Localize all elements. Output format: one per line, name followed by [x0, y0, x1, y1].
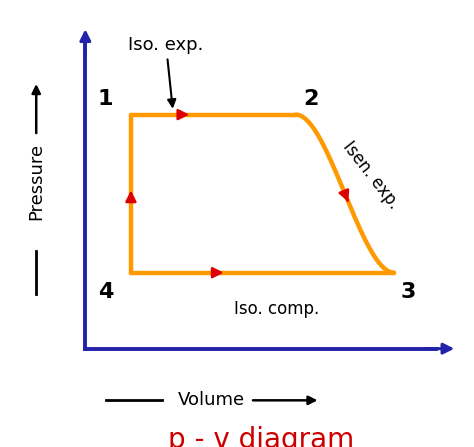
Text: Isen. exp.: Isen. exp.: [339, 138, 403, 213]
Text: 2: 2: [303, 89, 318, 109]
Text: Volume: Volume: [178, 391, 245, 409]
Text: 1: 1: [98, 89, 113, 109]
Text: 4: 4: [98, 282, 113, 302]
Text: Iso. comp.: Iso. comp.: [234, 300, 319, 318]
Text: p - v diagram: p - v diagram: [168, 426, 354, 447]
Text: 3: 3: [401, 282, 416, 302]
Text: Iso. exp.: Iso. exp.: [128, 36, 204, 106]
Text: Pressure: Pressure: [27, 143, 45, 220]
